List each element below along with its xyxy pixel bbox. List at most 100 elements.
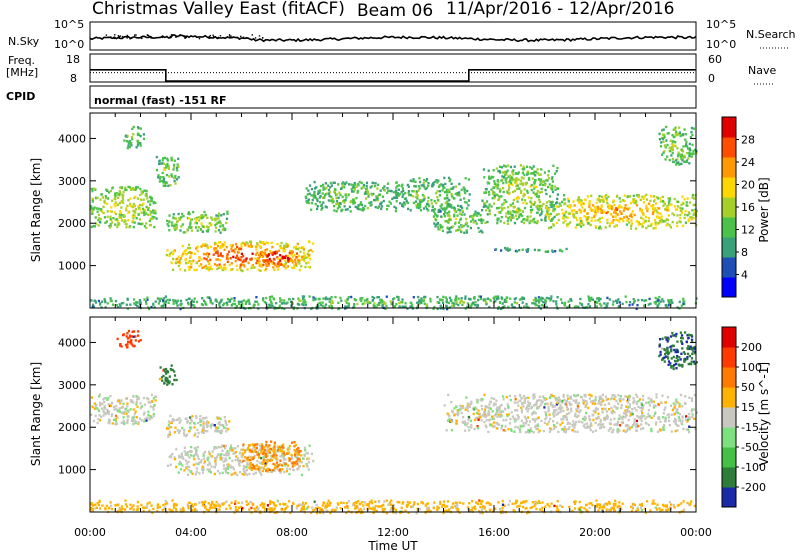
echo-cell bbox=[599, 395, 603, 398]
echo-cell bbox=[107, 396, 110, 400]
echo-cell bbox=[600, 425, 603, 429]
echo-cell bbox=[290, 253, 293, 256]
echo-cell bbox=[565, 247, 568, 251]
echo-cell bbox=[494, 403, 497, 406]
echo-cell bbox=[513, 401, 516, 404]
echo-cell bbox=[262, 467, 266, 470]
echo-cell bbox=[213, 217, 216, 221]
echo-cell bbox=[345, 301, 348, 304]
echo-cell bbox=[588, 426, 591, 429]
echo-cell bbox=[417, 189, 420, 192]
echo-cell bbox=[295, 264, 298, 267]
echo-cell bbox=[530, 172, 533, 175]
echo-cell bbox=[545, 206, 549, 209]
echo-cell bbox=[182, 252, 185, 256]
echo-cell bbox=[158, 297, 161, 301]
echo-cell bbox=[639, 209, 642, 212]
echo-cell bbox=[90, 225, 93, 229]
echo-cell bbox=[545, 296, 548, 300]
echo-cell bbox=[376, 187, 379, 190]
echo-cell bbox=[226, 253, 229, 256]
echo-cell bbox=[312, 459, 315, 463]
echo-cell bbox=[177, 264, 180, 268]
echo-cell bbox=[477, 409, 480, 412]
echo-cell bbox=[136, 141, 140, 145]
echo-cell bbox=[215, 426, 218, 429]
echo-cell bbox=[533, 181, 536, 184]
echo-cell bbox=[680, 211, 683, 214]
echo-cell bbox=[417, 202, 420, 206]
echo-cell bbox=[535, 195, 538, 198]
echo-cell bbox=[360, 181, 363, 185]
noise-sky-line bbox=[89, 34, 697, 43]
echo-cell bbox=[520, 189, 523, 193]
echo-cell bbox=[91, 189, 94, 193]
echo-cell bbox=[671, 301, 674, 304]
echo-cell bbox=[120, 200, 123, 203]
echo-cell bbox=[240, 460, 244, 464]
echo-cell bbox=[533, 170, 536, 174]
echo-cell bbox=[148, 401, 151, 404]
echo-cell bbox=[283, 299, 286, 302]
echo-cell bbox=[483, 204, 486, 207]
echo-cell bbox=[307, 249, 310, 253]
echo-cell bbox=[293, 253, 296, 257]
echo-cell bbox=[674, 400, 677, 403]
echo-cell bbox=[190, 426, 193, 429]
echo-cell bbox=[308, 240, 311, 244]
echo-cell bbox=[312, 298, 315, 302]
noise-point bbox=[126, 37, 128, 39]
echo-cell bbox=[507, 428, 510, 431]
echo-cell bbox=[200, 431, 203, 434]
echo-cell bbox=[656, 215, 659, 218]
echo-cell bbox=[433, 305, 436, 309]
echo-cell bbox=[469, 215, 472, 218]
echo-cell bbox=[122, 190, 125, 194]
echo-cell bbox=[217, 422, 220, 425]
echo-cell bbox=[382, 302, 385, 305]
echo-cell bbox=[217, 430, 220, 433]
echo-cell bbox=[624, 430, 627, 434]
echo-cell bbox=[654, 221, 657, 224]
echo-cell bbox=[570, 407, 573, 410]
echo-cell bbox=[684, 209, 687, 213]
echo-cell bbox=[114, 419, 118, 423]
noise-point bbox=[112, 37, 114, 39]
echo-cell bbox=[303, 298, 306, 301]
echo-cell bbox=[258, 453, 261, 456]
echo-cell bbox=[134, 208, 137, 211]
echo-cell bbox=[505, 300, 508, 304]
echo-cell bbox=[468, 405, 471, 408]
echo-cell bbox=[562, 409, 565, 413]
echo-cell bbox=[131, 127, 134, 131]
echo-cell bbox=[200, 263, 203, 266]
echo-cell bbox=[690, 399, 694, 402]
echo-cell bbox=[551, 200, 554, 204]
echo-cell bbox=[651, 212, 655, 216]
echo-cell bbox=[531, 172, 534, 175]
echo-cell bbox=[516, 409, 519, 412]
echo-cell bbox=[126, 343, 129, 346]
echo-cell bbox=[265, 296, 268, 300]
echo-cell bbox=[512, 190, 515, 194]
echo-cell bbox=[691, 196, 694, 199]
echo-cell bbox=[196, 229, 199, 232]
echo-cell bbox=[128, 336, 131, 339]
echo-cell bbox=[525, 420, 528, 423]
echo-cell bbox=[154, 201, 157, 205]
echo-cell bbox=[552, 204, 555, 208]
echo-cell bbox=[623, 206, 626, 210]
echo-cell bbox=[415, 206, 419, 209]
echo-cell bbox=[231, 302, 234, 306]
echo-cell bbox=[137, 213, 140, 216]
echo-cell bbox=[109, 210, 112, 213]
echo-cell bbox=[218, 421, 221, 424]
echo-cell bbox=[496, 179, 499, 182]
echo-cell bbox=[256, 244, 259, 248]
echo-cell bbox=[132, 217, 135, 220]
echo-cell bbox=[666, 218, 670, 222]
echo-cell bbox=[568, 212, 572, 215]
echo-cell bbox=[458, 182, 461, 186]
echo-cell bbox=[519, 164, 522, 167]
echo-cell bbox=[684, 418, 687, 421]
